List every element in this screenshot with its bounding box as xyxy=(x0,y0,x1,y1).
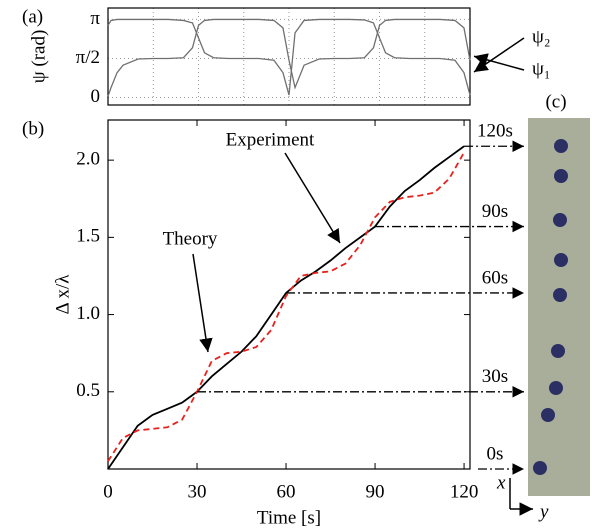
y-axis-title: Δ x/λ xyxy=(52,274,73,315)
time-marker-label: 30s xyxy=(482,366,508,387)
axes-icon xyxy=(509,478,533,509)
annotation-arrow xyxy=(284,152,341,244)
time-marker-label: 120s xyxy=(477,121,513,142)
plot-frame xyxy=(107,119,471,470)
y-tick-label: 2.0 xyxy=(76,149,100,170)
panel-label: (b) xyxy=(22,118,44,139)
x-tick-label: 0 xyxy=(103,481,113,502)
x-tick-label: 60 xyxy=(277,481,296,502)
time-marker-label: 90s xyxy=(482,201,508,222)
legend-label: ψ₁ xyxy=(532,58,551,79)
x-tick-label: 30 xyxy=(188,481,207,502)
legend-arrow xyxy=(473,37,525,73)
series-line xyxy=(107,18,471,97)
series-line xyxy=(107,151,465,462)
annotation: Experiment xyxy=(226,129,315,150)
time-marker-label: 0s xyxy=(487,443,504,464)
x-axis-title: Time [s] xyxy=(257,507,321,528)
y-tick-label: 1.0 xyxy=(76,303,100,324)
y-tick-label: 1.5 xyxy=(76,226,100,247)
legend-label: ψ₂ xyxy=(532,26,551,47)
x-axis-label: x xyxy=(496,472,506,493)
panel-label: (c) xyxy=(545,91,566,112)
series-line xyxy=(107,145,465,470)
y-tick-label: 0 xyxy=(91,86,101,107)
plot-frame xyxy=(107,7,471,106)
y-tick-label: π/2 xyxy=(76,47,100,68)
annotation-arrow xyxy=(192,253,213,353)
y-tick-label: π xyxy=(90,8,100,29)
y-tick-label: 0.5 xyxy=(76,380,100,401)
series-line xyxy=(107,18,471,96)
panel-label: (a) xyxy=(22,6,43,27)
legend-arrow xyxy=(473,53,525,71)
annotation: Theory xyxy=(163,228,218,249)
y-axis-label: y xyxy=(538,501,549,522)
photo-dots xyxy=(533,139,568,475)
time-marker-label: 60s xyxy=(482,267,508,288)
x-tick-label: 120 xyxy=(450,481,479,502)
y-axis-title: ψ (rad) xyxy=(28,30,49,84)
x-tick-label: 90 xyxy=(366,481,385,502)
